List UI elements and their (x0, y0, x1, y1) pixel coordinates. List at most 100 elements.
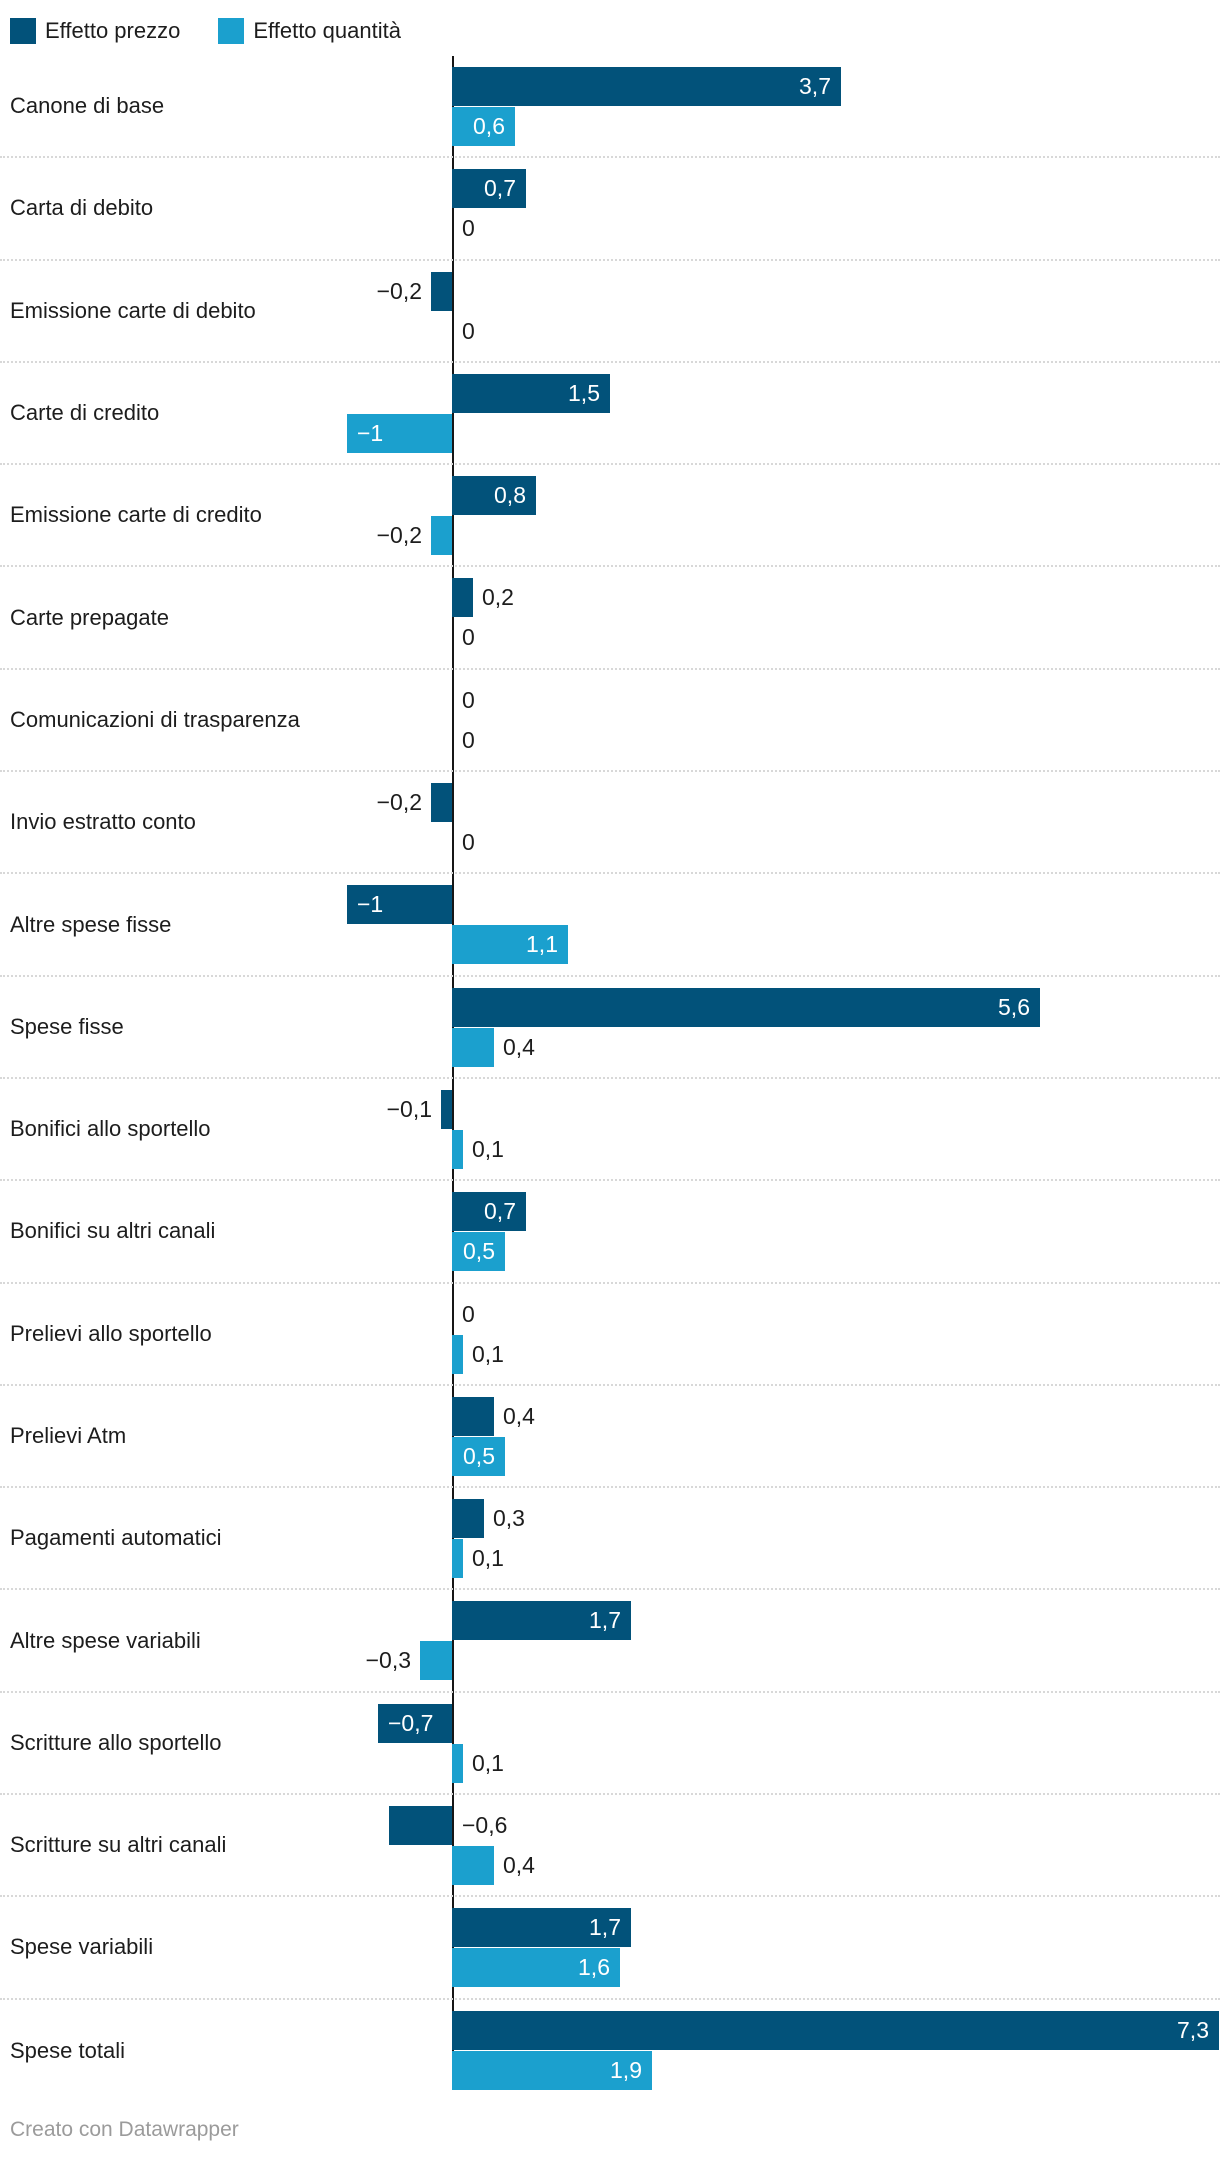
price-value-label: 0 (462, 1300, 475, 1327)
category-row: Scritture su altri canali −0,6 0,4 (0, 1795, 1220, 1898)
legend-label: Effetto prezzo (45, 18, 181, 43)
price-bar: 1,5 (452, 373, 610, 413)
quantity-bar: 1,6 (452, 1948, 620, 1988)
quantity-value-label: −0,2 (376, 522, 422, 549)
category-label: Prelievi allo sportello (10, 1320, 212, 1346)
quantity-bar (420, 1641, 452, 1681)
quantity-bar (452, 1334, 463, 1374)
price-value-label: −0,1 (386, 1095, 432, 1122)
quantity-value-label: 1,9 (610, 2056, 642, 2083)
price-bar (431, 271, 452, 311)
quantity-bar: 1,9 (452, 2050, 652, 2090)
quantity-value-label: 1,6 (578, 1954, 610, 1981)
quantity-value-label: 0 (462, 726, 475, 753)
category-row: Canone di base 3,7 0,6 (0, 56, 1220, 159)
price-value-label: 5,6 (998, 993, 1030, 1020)
category-label: Bonifici su altri canali (10, 1218, 216, 1244)
category-label: Carte prepagate (10, 604, 169, 630)
category-label: Spese fisse (10, 1013, 124, 1039)
quantity-value-label: −0,3 (365, 1647, 411, 1674)
price-bar: 0,8 (452, 476, 536, 516)
quantity-value-label: 0,4 (503, 1852, 535, 1879)
category-label: Emissione carte di credito (10, 502, 262, 528)
legend-label: Effetto quantità (253, 18, 401, 43)
category-row: Scritture allo sportello −0,7 0,1 (0, 1693, 1220, 1796)
price-value-label: 0,4 (503, 1402, 535, 1429)
legend-item: Effetto quantità (218, 18, 401, 44)
price-value-label: 7,3 (1177, 2016, 1209, 2043)
category-label: Emissione carte di debito (10, 297, 256, 323)
quantity-bar: 0,5 (452, 1232, 505, 1272)
quantity-legend-swatch (218, 18, 245, 44)
attribution: Creato con Datawrapper (0, 2102, 1220, 2142)
price-value-label: −0,2 (376, 277, 422, 304)
price-legend-swatch (10, 18, 36, 44)
quantity-bar: 0,6 (452, 107, 515, 146)
category-row: Carta di debito 0,7 0 (0, 158, 1220, 261)
category-label: Carta di debito (10, 195, 154, 221)
price-bar: 0,7 (452, 1192, 526, 1232)
price-value-label: 0 (462, 686, 475, 713)
price-value-label: −0,6 (462, 1812, 508, 1839)
category-label: Prelievi Atm (10, 1423, 127, 1448)
category-label: Scritture allo sportello (10, 1729, 222, 1755)
price-bar (431, 783, 452, 823)
quantity-value-label: 0,6 (473, 113, 505, 139)
price-value-label: 1,7 (589, 1914, 621, 1941)
price-bar (452, 1396, 494, 1436)
quantity-value-label: 1,1 (526, 931, 558, 958)
price-value-label: 0,7 (484, 175, 516, 202)
category-label: Pagamenti automatici (10, 1525, 222, 1551)
price-value-label: 3,7 (799, 73, 831, 99)
quantity-value-label: 0,1 (472, 1749, 504, 1776)
category-row: Prelievi allo sportello 0 0,1 (0, 1284, 1220, 1386)
price-bar: −1 (347, 885, 452, 925)
zero-axis-line (452, 56, 454, 2089)
price-bar (452, 578, 473, 618)
price-value-label: −0,7 (388, 1709, 434, 1736)
category-row: Bonifici allo sportello −0,1 0,1 (0, 1079, 1220, 1182)
category-label: Spese totali (10, 2037, 125, 2063)
attribution-text: Creato con Datawrapper (10, 2117, 239, 2141)
price-value-label: 0,8 (494, 482, 526, 509)
category-label: Altre spese variabili (10, 1627, 201, 1653)
quantity-value-label: −1 (357, 419, 384, 446)
category-label: Spese variabili (10, 1934, 154, 1960)
category-row: Carte prepagate 0,2 0 (0, 567, 1220, 670)
legend: Effetto prezzo Effetto quantità (0, 0, 1220, 56)
price-bar: 3,7 (452, 67, 841, 106)
price-value-label: 0,3 (493, 1505, 525, 1532)
quantity-value-label: 0,5 (463, 1442, 495, 1469)
quantity-value-label: 0 (462, 317, 475, 344)
price-value-label: 1,5 (568, 379, 600, 406)
category-row: Altre spese fisse −1 1,1 (0, 874, 1220, 977)
quantity-bar (452, 1129, 463, 1169)
category-row: Pagamenti automatici 0,3 0,1 (0, 1488, 1220, 1591)
category-label: Bonifici allo sportello (10, 1116, 211, 1142)
quantity-value-label: 0,4 (503, 1033, 535, 1060)
price-bar (452, 1499, 484, 1539)
quantity-bar: −1 (347, 413, 452, 453)
price-bar: 1,7 (452, 1601, 631, 1641)
price-value-label: −1 (357, 891, 384, 918)
price-bar: −0,7 (378, 1703, 452, 1743)
price-value-label: 0,7 (484, 1198, 516, 1225)
category-row: Carte di credito 1,5 −1 (0, 363, 1220, 466)
category-row: Invio estratto conto −0,2 0 (0, 772, 1220, 875)
legend-item: Effetto prezzo (10, 18, 180, 44)
quantity-bar (452, 1846, 494, 1886)
price-value-label: −0,2 (376, 789, 422, 816)
price-bar: 1,7 (452, 1908, 631, 1948)
quantity-bar (452, 1027, 494, 1067)
category-label: Scritture su altri canali (10, 1832, 227, 1858)
price-bar: 0,7 (452, 169, 526, 209)
price-bar (389, 1806, 452, 1846)
quantity-value-label: 0,1 (472, 1545, 504, 1572)
category-row: Comunicazioni di trasparenza 0 0 (0, 670, 1220, 773)
category-row: Spese variabili 1,7 1,6 (0, 1897, 1220, 2000)
quantity-value-label: 0,5 (463, 1238, 495, 1265)
price-bar (441, 1089, 452, 1129)
quantity-bar (452, 1743, 463, 1783)
quantity-value-label: 0,1 (472, 1135, 504, 1162)
